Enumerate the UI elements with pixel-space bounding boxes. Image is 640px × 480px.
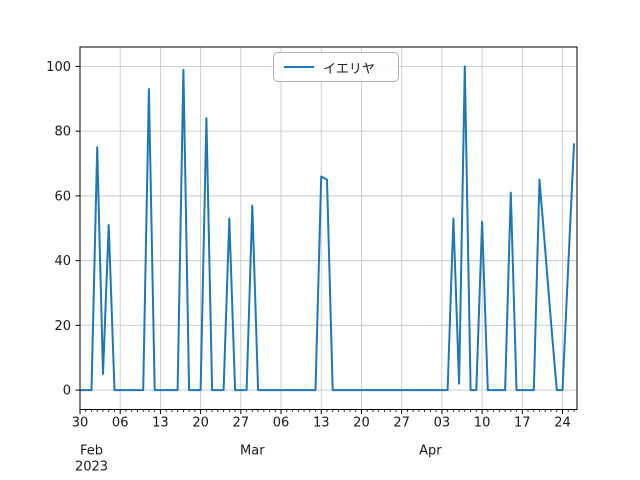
x-tick-label: 06 [112,416,129,431]
x-month-label: Feb [80,444,103,459]
x-year-label: 2023 [75,460,108,475]
y-tick-label: 80 [54,125,71,140]
x-tick-label: 10 [474,416,491,431]
plot-border-rect [79,46,578,410]
x-tick-label: 13 [313,416,330,431]
x-tick-label: 03 [434,416,451,431]
y-tick-label: 60 [54,189,71,204]
y-tick-label: 0 [63,384,71,399]
y-tick-label: 20 [54,319,71,334]
legend-line-icon [284,66,314,68]
x-month-label: Apr [419,444,442,459]
x-tick-label: 30 [72,416,89,431]
x-tick-label: 20 [353,416,370,431]
y-tick-label: 40 [54,254,71,269]
x-tick-label: 17 [514,416,531,431]
x-tick-label: 27 [233,416,250,431]
legend-label: イエリヤ [323,61,375,77]
legend: イエリヤ [273,52,399,82]
axis-labels: 0 20 40 60 80 100 30 06 13 20 27 06 13 20 27 03 10 17 24 Fe… [46,60,571,475]
x-tick-label: 20 [192,416,209,431]
plot-border [79,46,578,410]
x-tick-label: 06 [273,416,290,431]
data-series [79,65,575,392]
y-tick-label: 100 [46,60,71,75]
x-tick-label: 24 [554,416,571,431]
series-line [79,65,575,392]
x-month-label: Mar [240,444,265,459]
x-tick-label: 27 [393,416,410,431]
x-tick-label: 13 [152,416,169,431]
